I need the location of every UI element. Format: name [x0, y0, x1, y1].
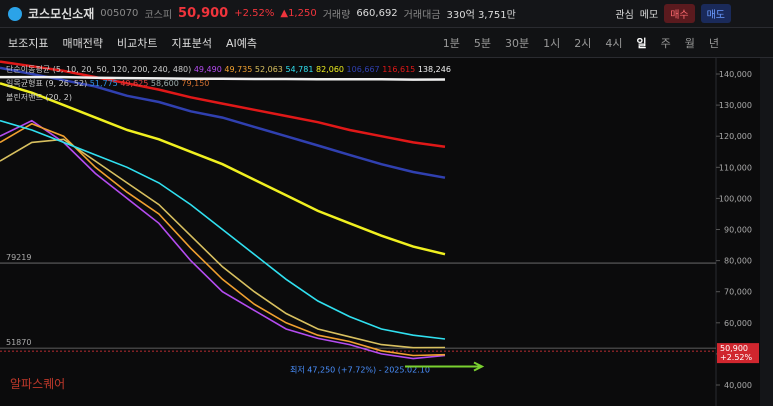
annotation: 최저 47,250 (+7.72%) - 2025.02.10 [290, 364, 430, 374]
legend-item: 138,246 [418, 65, 451, 74]
legend-item: 82,060 [316, 65, 344, 74]
buy-button[interactable]: 매수 [664, 4, 695, 23]
side-panel [760, 58, 773, 406]
amount-label: 거래대금 [403, 10, 441, 21]
legend-item: 116,615 [382, 65, 415, 74]
legend-item: 52,063 [255, 65, 283, 74]
legend-item: 볼린저밴드 (20, 2) [6, 92, 72, 102]
chart-bg [0, 58, 773, 406]
legend-item: 49,735 [224, 65, 252, 74]
period-button[interactable]: 1분 [442, 36, 460, 50]
y-tick-label: 110,000 [719, 163, 752, 172]
sell-button[interactable]: 매도 [700, 4, 731, 23]
legend-item: 79,150 [181, 79, 209, 88]
period-button[interactable]: 2시 [574, 36, 592, 50]
legend: 볼린저밴드 (20, 2) [6, 92, 72, 102]
period-button[interactable]: 일 [636, 36, 647, 50]
period-button[interactable]: 년 [708, 36, 719, 50]
legend-item: 49,490 [194, 65, 222, 74]
ma-line [0, 66, 446, 179]
y-tick-label: 120,000 [719, 132, 752, 141]
tool-button[interactable]: 매매전략 [62, 36, 103, 50]
watermark: 알파스퀘어 [10, 377, 65, 391]
ma-line [0, 119, 446, 340]
period-button[interactable]: 4시 [605, 36, 623, 50]
y-tick-label: 100,000 [719, 194, 752, 203]
current-price-box [717, 343, 759, 364]
change: ▲1,250 [280, 8, 317, 19]
legend-item: 58,600 [151, 79, 179, 88]
period-button[interactable]: 주 [660, 36, 671, 50]
ma-line [0, 119, 446, 360]
header: 코스모신소재 005070 코스피 50,900 +2.52% ▲1,250 거… [0, 0, 773, 28]
y-tick-label: 140,000 [719, 70, 752, 79]
legend: 단순이동평균 (5, 10, 20, 50, 120, 200, 240, 48… [6, 64, 451, 74]
legend-item: 단순이동평균 (5, 10, 20, 50, 120, 200, 240, 48… [6, 64, 191, 74]
amount: 330억 3,751만 [446, 10, 516, 21]
tool-button[interactable]: 지표분석 [171, 36, 212, 50]
y-tick-label: 60,000 [724, 319, 752, 328]
legend: 일목균형표 (9, 26, 52) 51,775 49,625 58,600 7… [6, 79, 209, 88]
volume: 660,692 [356, 8, 398, 19]
period-button[interactable]: 월 [684, 36, 695, 50]
stock-name: 코스모신소재 [28, 7, 95, 21]
ma-line [0, 82, 446, 256]
tool-button[interactable]: 보조지표 [8, 36, 49, 50]
current-price-label: 50,900 [720, 344, 748, 353]
period-button[interactable]: 30분 [505, 36, 530, 50]
legend-item: 106,667 [347, 65, 380, 74]
y-tick-label: 70,000 [724, 288, 752, 297]
logo [8, 6, 22, 21]
period-button[interactable]: 1시 [543, 36, 561, 50]
y-tick-label: 80,000 [724, 257, 752, 266]
ma-line [0, 75, 446, 81]
price: 50,900 [178, 6, 229, 21]
period-button[interactable]: 5분 [473, 36, 491, 50]
memo-button[interactable]: 메모 [639, 10, 659, 21]
legend-item: 51,775 [90, 79, 118, 88]
arrow [405, 361, 485, 372]
market: 코스피 [144, 10, 173, 21]
volume-label: 거래량 [322, 10, 351, 21]
legend-item: 54,781 [285, 65, 313, 74]
legend-item: 49,625 [120, 79, 148, 88]
ma-line [0, 60, 446, 148]
toolbar: 보조지표 매매전략 비교차트 지표분석 AI예측 1분 5분 30분 1시 2시 4시 일 주 월 년 [0, 28, 773, 58]
legend-item: 일목균형표 (9, 26, 52) [6, 79, 87, 88]
tool-button[interactable]: 비교차트 [116, 36, 158, 50]
watch-button[interactable]: 관심 [615, 10, 634, 21]
stock-code: 005070 [100, 8, 139, 19]
y-tick-label: 90,000 [724, 226, 752, 235]
y-tick-label: 130,000 [719, 101, 752, 110]
reference-label: 51870 [6, 338, 31, 347]
tool-button[interactable]: AI예측 [225, 36, 257, 50]
reference-label: 79219 [6, 253, 31, 262]
chart: 알파스퀘어 40,00050,00060,00070,00080,00090,0… [0, 58, 773, 406]
current-price-change: +2.52% [720, 353, 753, 362]
change-pct: +2.52% [234, 8, 275, 19]
y-tick-label: 40,000 [724, 381, 752, 390]
